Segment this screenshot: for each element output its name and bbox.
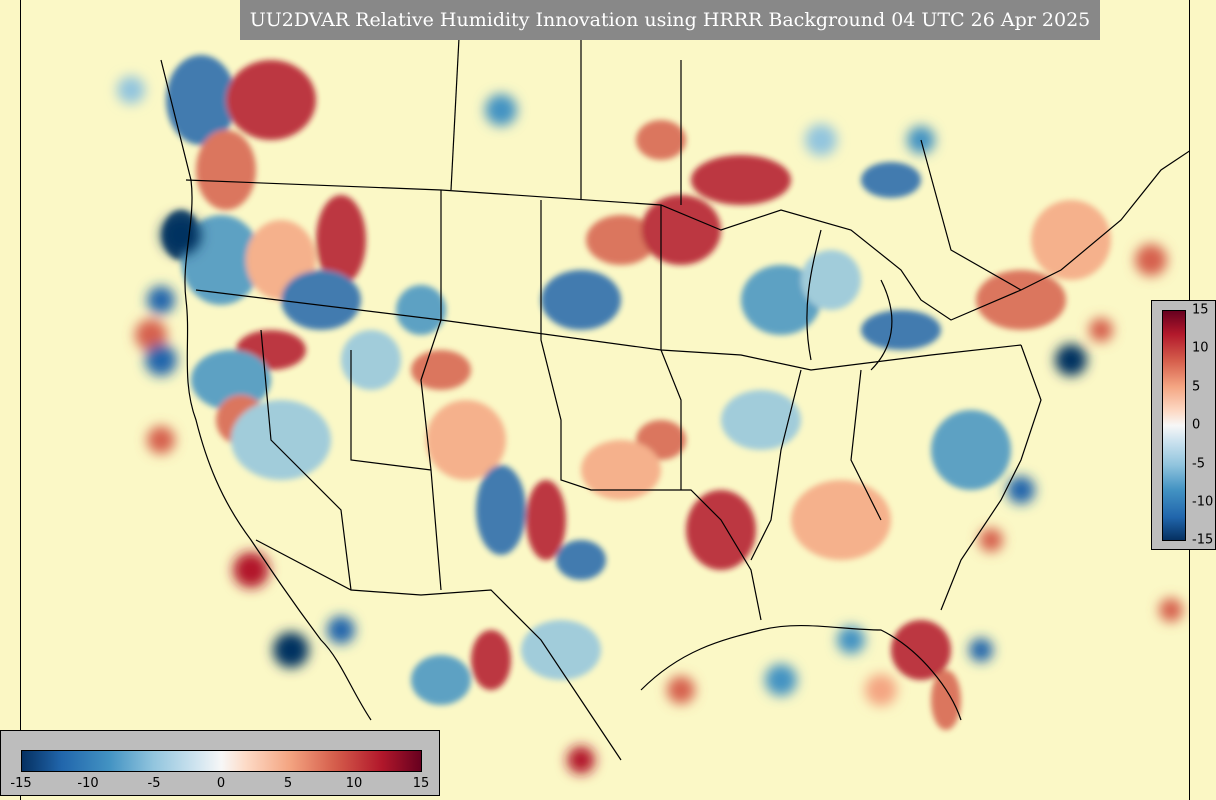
- vertical-colorbar-gradient: [1162, 310, 1186, 541]
- vertical-colorbar-tick: 0: [1192, 417, 1201, 433]
- horizontal-colorbar-gradient: [21, 750, 422, 772]
- horizontal-colorbar-tick: -15: [10, 776, 32, 791]
- horizontal-colorbar-tick: 10: [345, 776, 363, 791]
- vertical-colorbar-tick: 10: [1192, 340, 1209, 356]
- offshore-blobs: [117, 76, 1183, 774]
- horizontal-colorbar-tick: -10: [77, 776, 99, 791]
- map-panel[interactable]: [20, 0, 1190, 800]
- horizontal-colorbar-tick: -5: [147, 776, 161, 791]
- vertical-colorbar-tick: -15: [1192, 532, 1214, 548]
- innovation-map: [21, 0, 1189, 800]
- horizontal-colorbar-tick: 15: [412, 776, 430, 791]
- horizontal-colorbar-tick: 5: [283, 776, 293, 791]
- vertical-colorbar: 15 10 5 0 -5 -10 -15: [1151, 300, 1216, 550]
- vertical-colorbar-tick: 5: [1192, 379, 1201, 395]
- vertical-colorbar-tick: -5: [1192, 456, 1205, 472]
- vertical-colorbar-tick: -10: [1192, 494, 1214, 510]
- humidity-field: [163, 55, 1111, 730]
- map-title: UU2DVAR Relative Humidity Innovation usi…: [240, 0, 1100, 40]
- horizontal-colorbar-tick: 0: [216, 776, 226, 791]
- vertical-colorbar-tick: 15: [1192, 302, 1209, 318]
- boundaries: [160, 0, 1189, 761]
- horizontal-colorbar: -15 -10 -5 0 5 10 15: [0, 730, 440, 796]
